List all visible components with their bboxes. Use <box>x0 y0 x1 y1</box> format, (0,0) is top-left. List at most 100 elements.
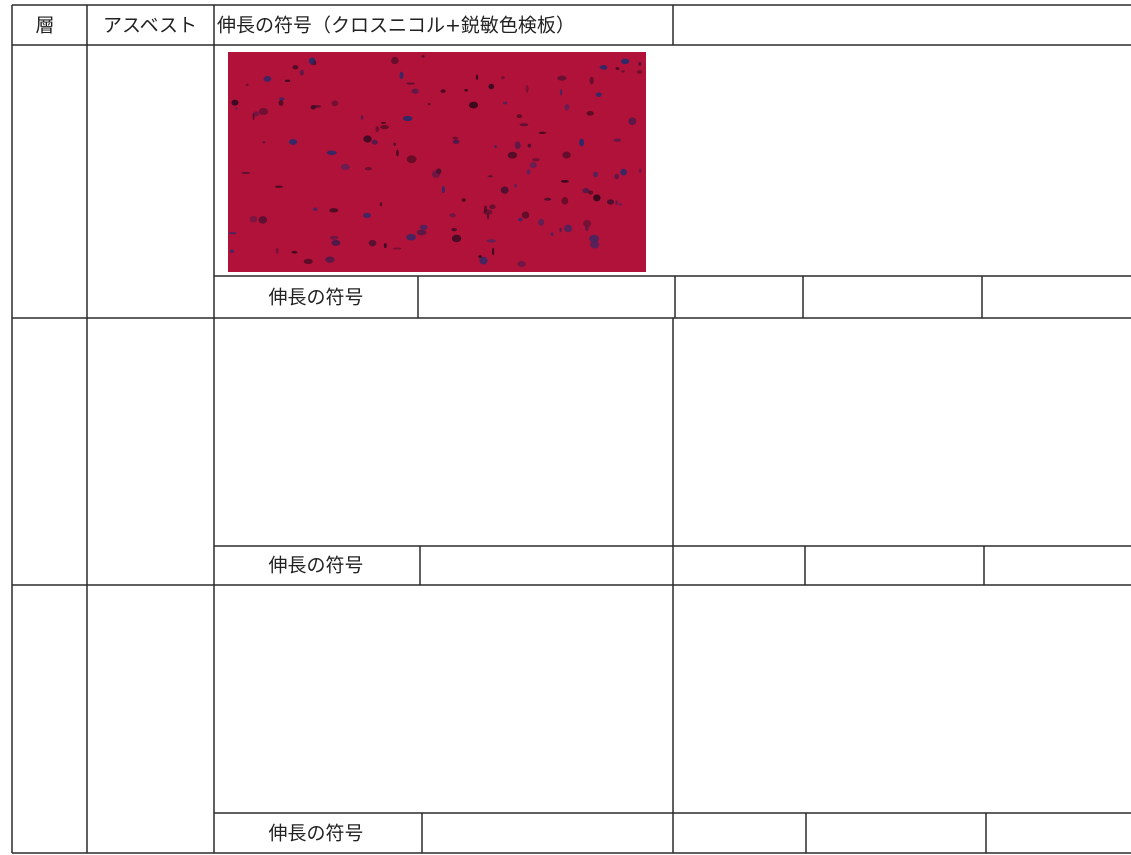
speckle <box>599 64 608 70</box>
speckle <box>380 121 387 124</box>
speckle <box>560 180 569 183</box>
speckle <box>393 142 396 146</box>
speckle <box>229 249 235 253</box>
header-cell: 層 <box>35 15 54 37</box>
speckle <box>245 83 249 87</box>
speckle <box>435 168 442 175</box>
speckle <box>517 260 526 268</box>
speckle <box>299 69 305 76</box>
sign-label: 伸長の符号 <box>268 823 363 845</box>
speckle <box>586 111 594 116</box>
speckle <box>527 143 532 148</box>
speckle <box>241 171 251 174</box>
speckle <box>593 171 599 178</box>
speckle <box>562 151 571 159</box>
speckle <box>312 207 318 211</box>
speckle <box>468 101 479 109</box>
speckle <box>263 75 272 82</box>
speckle <box>406 82 415 85</box>
speckle <box>461 198 466 202</box>
speckle <box>526 169 531 175</box>
speckle <box>489 204 496 210</box>
speckle <box>514 183 517 188</box>
speckle <box>588 190 594 195</box>
speckle <box>516 114 523 119</box>
speckle <box>329 208 339 213</box>
speckle <box>288 138 298 145</box>
speckle <box>620 168 627 176</box>
speckle <box>228 232 238 235</box>
speckle <box>507 151 518 159</box>
speckle <box>452 139 460 144</box>
header-cell: アスベスト <box>103 15 197 37</box>
speckle <box>406 155 417 164</box>
speckle <box>441 185 445 194</box>
speckle <box>628 117 637 126</box>
speckle <box>329 235 339 240</box>
speckle <box>419 224 428 230</box>
speckle <box>391 56 399 65</box>
speckle <box>589 76 594 85</box>
speckle <box>379 201 383 207</box>
speckle <box>529 162 537 169</box>
speckle <box>303 258 313 265</box>
speckle <box>564 104 570 111</box>
speckle <box>492 247 495 256</box>
speckle <box>550 232 554 237</box>
speckle <box>284 79 291 82</box>
speckle <box>615 200 619 205</box>
speckle <box>278 100 284 106</box>
speckle <box>292 65 299 70</box>
speckle <box>621 58 630 65</box>
speckle <box>593 194 601 202</box>
speckle <box>380 125 389 130</box>
speckle <box>638 62 642 66</box>
speckle <box>579 138 585 147</box>
speckle <box>621 70 625 73</box>
speckle <box>538 218 545 226</box>
sign-label: 伸長の符号 <box>268 555 363 577</box>
speckle <box>416 229 427 236</box>
speckle <box>258 107 269 116</box>
speckle <box>331 239 341 246</box>
speckle <box>258 216 268 224</box>
speckle <box>421 54 425 58</box>
speckle <box>479 256 488 265</box>
sign-label: 伸長の符号 <box>268 287 363 309</box>
speckle <box>606 199 615 205</box>
speckle <box>557 75 567 81</box>
speckle <box>486 239 496 243</box>
speckle <box>494 145 497 149</box>
speckle <box>544 197 552 201</box>
speckle <box>452 136 459 140</box>
speckle <box>396 149 399 157</box>
speckle <box>532 158 540 162</box>
speckle <box>252 113 255 121</box>
header-cell: 伸長の符号（クロスニコル+鋭敏色検板） <box>217 15 575 37</box>
speckle <box>564 224 573 233</box>
speckle <box>427 102 431 106</box>
speckle <box>291 250 298 254</box>
speckle <box>519 123 529 127</box>
speckle <box>362 212 372 219</box>
speckle <box>364 167 372 171</box>
speckle <box>313 60 317 66</box>
speckle <box>503 101 508 105</box>
speckle <box>402 115 413 122</box>
micrograph <box>228 52 646 272</box>
speckle <box>475 74 479 81</box>
speckle <box>590 241 600 249</box>
speckle <box>585 225 589 232</box>
speckle <box>262 141 266 144</box>
speckle <box>406 233 416 241</box>
speckle <box>375 126 380 132</box>
speckle <box>582 188 590 194</box>
speckle <box>325 256 335 263</box>
speckle <box>561 196 569 205</box>
speckle <box>538 131 547 134</box>
speckle <box>514 141 521 150</box>
speckle <box>595 92 602 97</box>
speckle <box>440 89 446 93</box>
speckle <box>518 217 523 222</box>
